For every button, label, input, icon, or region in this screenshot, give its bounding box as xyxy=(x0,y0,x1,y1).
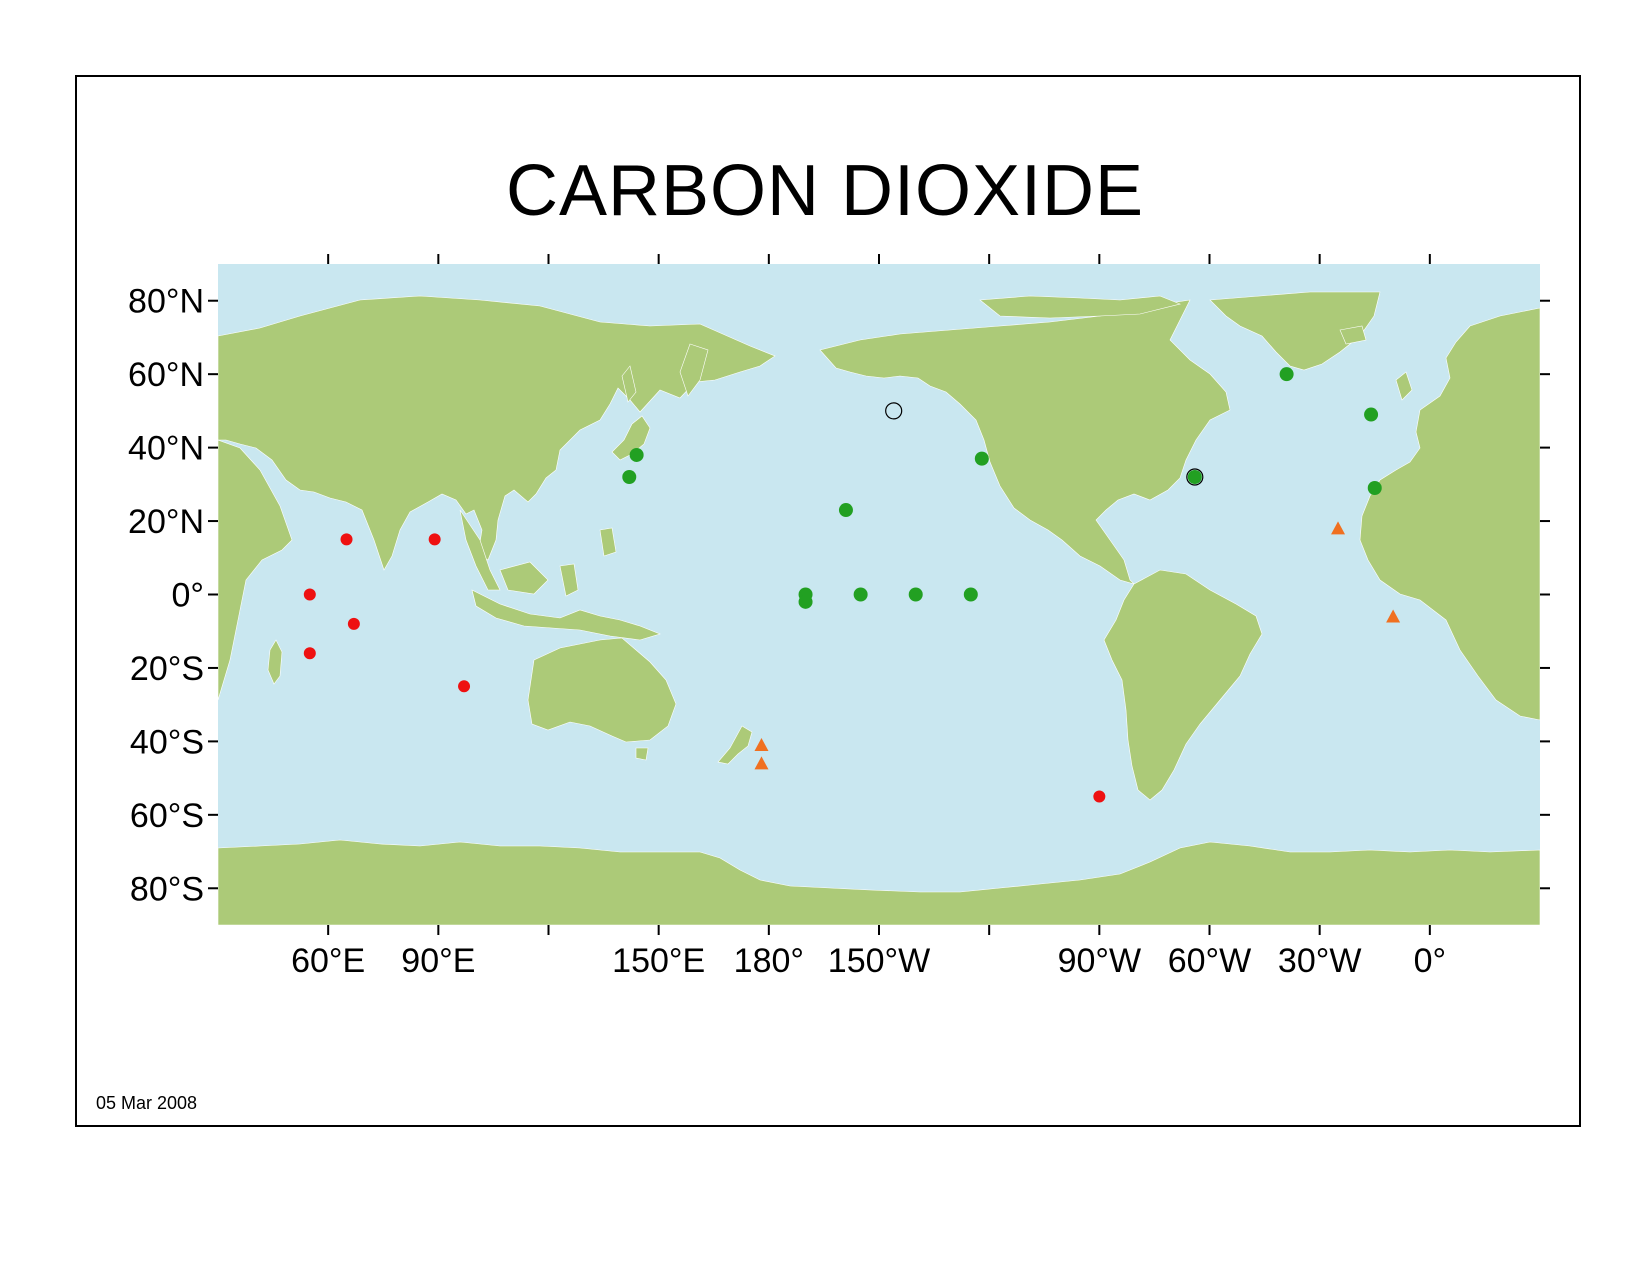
land-north-america xyxy=(819,299,1231,585)
land-south-america xyxy=(1103,569,1263,801)
land-masses xyxy=(218,291,1540,925)
green-site-marker xyxy=(629,447,644,462)
page-title: CARBON DIOXIDE xyxy=(505,151,1145,231)
lon-label: 60°W xyxy=(1168,942,1252,980)
lat-label: 60°N xyxy=(128,356,204,394)
orange-site-marker xyxy=(754,756,769,770)
orange-site-marker xyxy=(1331,521,1346,535)
green-site-marker xyxy=(963,587,978,602)
land-eurasia xyxy=(218,295,776,571)
land-madagascar xyxy=(267,639,283,685)
lat-label: 80°N xyxy=(128,283,204,321)
red-site-marker xyxy=(347,617,360,630)
date-stamp: 05 Mar 2008 xyxy=(96,1093,198,1113)
lon-label: 30°W xyxy=(1278,942,1362,980)
land-arctic-islands xyxy=(979,295,1181,319)
lon-label: 180° xyxy=(734,942,804,980)
lat-label: 20°S xyxy=(130,650,204,688)
lon-label: 90°W xyxy=(1058,942,1142,980)
green-site-marker xyxy=(838,503,853,518)
lon-label: 90°E xyxy=(401,942,475,980)
axis-ticks xyxy=(208,254,1550,935)
red-site-marker xyxy=(428,533,441,546)
site-markers xyxy=(303,367,1401,803)
red-site-marker xyxy=(303,588,316,601)
lon-label: 0° xyxy=(1414,942,1447,980)
orange-site-marker xyxy=(1386,609,1401,623)
green-site-marker xyxy=(1364,407,1379,422)
green-site-marker xyxy=(908,587,923,602)
land-greenland xyxy=(1209,291,1381,371)
red-site-marker xyxy=(458,680,471,693)
green-site-marker xyxy=(1187,469,1202,484)
green-site-marker xyxy=(1279,367,1294,382)
land-australia xyxy=(527,637,677,761)
green-site-marker xyxy=(622,469,637,484)
orange-site-marker xyxy=(754,738,769,752)
open-site-marker xyxy=(885,402,903,420)
green-site-marker xyxy=(1367,481,1382,496)
axis-labels: 60°E 90°E 150°E 180° 150°W 90°W 60°W 30°W 0° 80°N… xyxy=(128,283,1446,980)
open-site-marker xyxy=(1186,468,1204,486)
land-arabia-africa xyxy=(218,439,293,701)
red-site-marker xyxy=(303,647,316,660)
lat-label: 60°S xyxy=(130,797,204,835)
lon-label: 150°W xyxy=(828,942,930,980)
lat-label: 20°N xyxy=(128,503,204,541)
green-site-marker xyxy=(974,451,989,466)
red-site-marker xyxy=(1093,790,1106,803)
land-indonesia xyxy=(471,527,661,641)
lon-label: 150°E xyxy=(612,942,705,980)
map-frame xyxy=(75,75,1581,1127)
land-europe-africa-east xyxy=(1359,307,1540,721)
lat-label: 80°S xyxy=(130,870,204,908)
land-se-asia xyxy=(459,509,501,591)
land-british-isles-iceland xyxy=(1339,325,1413,401)
lat-label: 0° xyxy=(171,577,204,615)
lat-label: 40°N xyxy=(128,430,204,468)
land-antarctica xyxy=(218,839,1540,925)
red-site-marker xyxy=(340,533,353,546)
green-site-marker xyxy=(798,594,813,609)
green-site-marker xyxy=(853,587,868,602)
lat-label: 40°S xyxy=(130,723,204,761)
lon-label: 60°E xyxy=(291,942,365,980)
land-sakhalin-kamchatka xyxy=(621,343,709,403)
land-new-zealand xyxy=(717,725,753,765)
